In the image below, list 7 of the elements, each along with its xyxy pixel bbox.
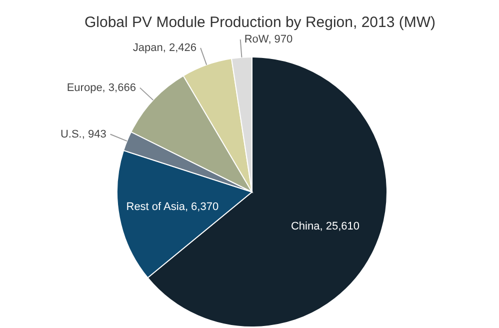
slice-label: Japan, 2,426 [132,42,197,54]
slice-label: China, 25,610 [290,220,360,233]
slice-label: RoW, 970 [244,33,293,46]
slice-label: Rest of Asia, 6,370 [126,201,219,214]
chart-title: Global PV Module Production by Region, 2013 (MW) [84,14,436,31]
slice-label: U.S., 943 [60,128,106,140]
slice-label: Europe, 3,666 [66,82,136,94]
